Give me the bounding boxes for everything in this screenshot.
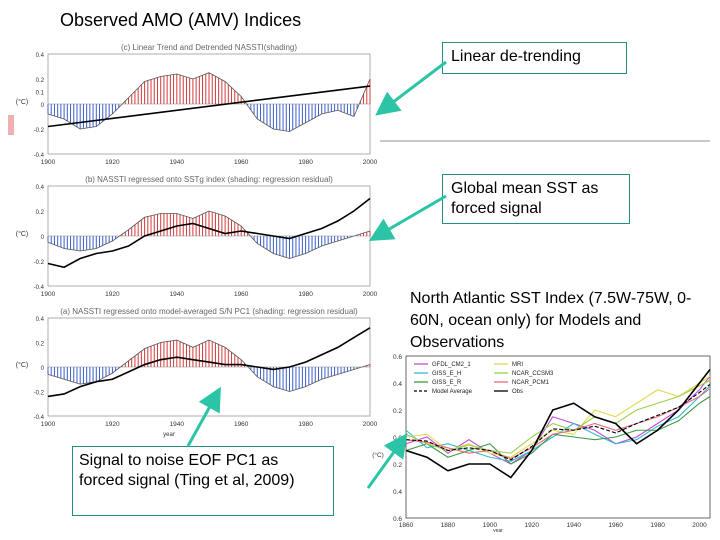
legend-label: Obs [512, 389, 523, 395]
x-tick-label: 2000 [363, 159, 378, 166]
x-tick-label: 1980 [298, 421, 313, 428]
y-tick-label: 0.2 [393, 408, 402, 415]
panel-detrended: (c) Linear Trend and Detrended NASSTI(sh… [16, 43, 378, 166]
x-tick-label: 1980 [650, 522, 665, 529]
panel-title: (a) NASSTI regressed onto model-averaged… [60, 307, 358, 316]
legend-label: GISS_E_R [432, 380, 462, 386]
y-tick-label: 0.6 [393, 354, 402, 361]
y-tick-label: -0.4 [34, 415, 45, 421]
residual-curve [47, 72, 371, 132]
x-tick-label: 1960 [234, 291, 249, 298]
slide-accent-mark [8, 115, 14, 135]
series-line-ncar-pcm1 [405, 387, 711, 460]
arrow-linear [375, 60, 447, 116]
x-tick-label: 1920 [105, 421, 120, 428]
x-tick-label: 1900 [41, 421, 56, 428]
panel-title: (c) Linear Trend and Detrended NASSTI(sh… [121, 43, 297, 52]
y-tick-label: 0 [41, 235, 45, 241]
y-tick-label: -0.2 [34, 260, 45, 266]
legend-label: GISS_E_H [432, 371, 461, 377]
callout-linear-detrending: Linear de-trending [442, 42, 627, 74]
legend-label: NCAR_CCSM3 [512, 371, 554, 377]
x-tick-label: 2000 [363, 421, 378, 428]
legend-label: MRI [512, 362, 523, 368]
x-tick-label: 1960 [608, 522, 623, 529]
y-tick-label: -0.2 [34, 391, 45, 397]
x-tick-label: 1920 [525, 522, 540, 529]
panel-global-mean: (b) NASSTI regressed onto SSTg index (sh… [16, 175, 378, 298]
forced-signal-line [47, 327, 371, 398]
forced-signal-line [47, 197, 371, 269]
y-tick-label: 0.1 [36, 91, 45, 97]
x-tick-label: 1920 [105, 291, 120, 298]
x-tick-label: 1900 [41, 291, 56, 298]
legend-label: Model Average [432, 389, 473, 395]
y-tick-label: 0.4 [393, 489, 402, 496]
y-tick-label: 0.2 [36, 78, 45, 84]
x-tick-label: 2000 [363, 291, 378, 298]
y-axis-label: (°C) [16, 230, 29, 238]
y-axis-label: (°C) [16, 98, 29, 106]
y-tick-label: -0.4 [34, 285, 45, 291]
series-line-ncar-ccsm3 [405, 379, 711, 454]
x-axis-label: year [163, 432, 175, 438]
series-line-obs [405, 369, 711, 479]
x-tick-label: 1960 [234, 421, 249, 428]
y-tick-label: 0.4 [36, 317, 45, 323]
plot-frame [405, 355, 711, 519]
y-tick-label: 0.2 [393, 462, 402, 469]
arrow-global [368, 194, 447, 242]
y-tick-label: 0.6 [393, 516, 402, 523]
y-tick-label: 0.4 [36, 53, 45, 59]
series-line-model-average [405, 383, 711, 461]
x-tick-label: 1980 [298, 159, 313, 166]
divider-line [380, 140, 710, 142]
y-tick-label: -0.2 [34, 128, 45, 134]
x-tick-label: 1920 [105, 159, 120, 166]
x-tick-label: 1980 [298, 291, 313, 298]
x-tick-label: 1940 [170, 291, 185, 298]
linear-trend-line [47, 85, 371, 128]
x-tick-label: 1900 [41, 159, 56, 166]
y-tick-label: 0.2 [36, 210, 45, 216]
na-sst-index-title: North Atlantic SST Index (7.5W-75W, 0-60… [410, 290, 692, 351]
x-axis-label: year [493, 528, 503, 532]
y-tick-label: 0.4 [36, 185, 45, 191]
arrow-models [366, 433, 408, 489]
series-line-giss-e-r [405, 396, 711, 465]
x-tick-label: 2000 [692, 522, 707, 529]
x-tick-label: 1880 [441, 522, 456, 529]
x-tick-label: 1940 [566, 522, 581, 529]
callout-signal-to-noise: Signal to noise EOF PC1 as forced signal… [72, 446, 334, 516]
x-tick-label: 1940 [170, 159, 185, 166]
y-tick-label: 0 [41, 366, 45, 372]
x-tick-label: 1860 [399, 522, 414, 529]
arrow-s2n [186, 386, 221, 447]
series-line-gfdl-cm2-1 [405, 375, 711, 465]
residual-curve [47, 339, 371, 392]
slide-title: Observed AMO (AMV) Indices [60, 10, 302, 30]
x-tick-label: 1960 [234, 159, 249, 166]
legend-label: NCAR_PCM1 [512, 380, 550, 386]
y-tick-label: 0.2 [36, 342, 45, 348]
x-tick-label: 1900 [483, 522, 498, 529]
x-tick-label: 1940 [170, 421, 185, 428]
panel-title: (b) NASSTI regressed onto SSTg index (sh… [85, 175, 333, 184]
residual-curve [47, 210, 371, 259]
y-tick-label: 0 [41, 103, 45, 109]
panel-signal-to-noise: (a) NASSTI regressed onto model-averaged… [16, 307, 378, 438]
y-tick-label: -0.4 [34, 153, 45, 159]
y-axis-label: (°C) [16, 361, 29, 369]
y-tick-label: 0.4 [393, 381, 402, 388]
legend-label: GFDL_CM2_1 [432, 362, 471, 368]
y-axis-label: (°C) [372, 451, 384, 459]
